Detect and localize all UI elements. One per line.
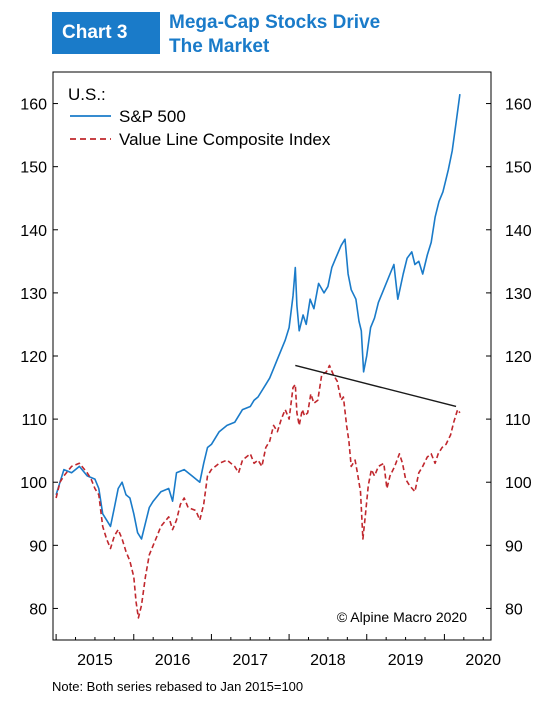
y-tick-label-right: 100 — [505, 475, 532, 492]
legend-label: S&P 500 — [119, 107, 186, 126]
y-tick-label-right: 140 — [505, 223, 532, 240]
chart-title: Mega-Cap Stocks Drive The Market — [169, 11, 380, 59]
x-tick-label: 2020 — [465, 652, 501, 669]
chart-title-line-2: The Market — [169, 36, 270, 57]
y-tick-label-left: 140 — [20, 223, 47, 240]
copyright-text: © Alpine Macro 2020 — [337, 609, 467, 625]
sp500-series-line — [55, 93, 461, 540]
y-tick-label-right: 160 — [505, 97, 532, 114]
y-tick-label-right: 120 — [505, 349, 532, 366]
x-tick-label: 2017 — [232, 652, 268, 669]
legend-title: U.S.: — [68, 85, 106, 104]
x-tick-label: 2015 — [77, 652, 113, 669]
y-tick-label-left: 130 — [20, 286, 47, 303]
chart-number-badge: Chart 3 — [52, 12, 160, 54]
y-tick-label-right: 90 — [505, 538, 523, 555]
plot-frame — [52, 71, 492, 641]
y-tick-label-left: 150 — [20, 160, 47, 177]
x-tick-label: 2018 — [310, 652, 346, 669]
y-tick-label-left: 120 — [20, 349, 47, 366]
value-line-series-line — [55, 364, 461, 619]
footnote: Note: Both series rebased to Jan 2015=10… — [52, 679, 304, 694]
chart-title-line-1: Mega-Cap Stocks Drive — [169, 12, 381, 33]
y-tick-label-right: 150 — [505, 160, 532, 177]
y-tick-label-left: 110 — [21, 412, 47, 429]
trendline-annotation — [295, 364, 457, 408]
y-tick-label-right: 110 — [505, 412, 531, 429]
y-tick-label-right: 130 — [505, 286, 532, 303]
y-tick-label-left: 90 — [29, 538, 47, 555]
y-tick-label-left: 80 — [29, 601, 47, 618]
legend-label: Value Line Composite Index — [119, 130, 331, 149]
y-tick-label-right: 80 — [505, 601, 523, 618]
x-tick-label: 2019 — [388, 652, 424, 669]
y-tick-label-left: 160 — [20, 97, 47, 114]
x-tick-label: 2016 — [155, 652, 191, 669]
y-tick-label-left: 100 — [20, 475, 47, 492]
